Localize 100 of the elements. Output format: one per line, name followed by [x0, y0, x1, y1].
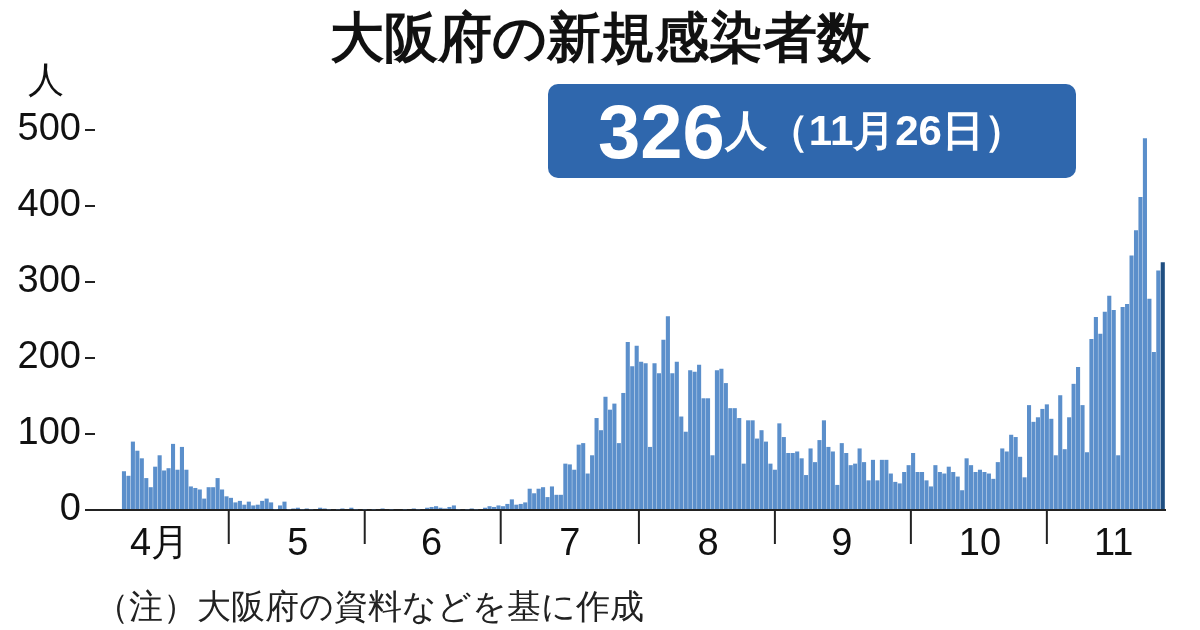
bar — [264, 498, 269, 509]
bar — [532, 493, 537, 509]
bar — [576, 444, 581, 509]
y-tick-label: 500 — [17, 106, 81, 149]
bar — [1009, 434, 1014, 509]
bar — [777, 423, 782, 509]
bar — [986, 473, 991, 509]
y-tick-label: 100 — [17, 410, 81, 453]
bar — [563, 463, 568, 509]
bar — [1026, 405, 1032, 509]
bar — [527, 488, 532, 509]
bar — [795, 451, 800, 509]
bar — [197, 489, 202, 509]
bar — [509, 499, 514, 509]
bar — [857, 448, 862, 509]
x-tick-label: 5 — [287, 521, 309, 564]
bar — [491, 506, 497, 509]
bar — [567, 464, 572, 509]
bar — [237, 500, 242, 509]
x-tick-label: 9 — [831, 521, 853, 564]
bar — [714, 370, 719, 509]
bar — [732, 408, 737, 509]
bar — [594, 418, 599, 509]
bar — [982, 472, 987, 509]
y-tick-label: 0 — [59, 486, 81, 529]
x-tick-label: 10 — [958, 521, 1002, 564]
bar — [977, 469, 983, 509]
bar — [228, 497, 234, 509]
bar — [251, 505, 256, 509]
x-tick-label: 11 — [1094, 521, 1134, 564]
bar — [282, 501, 287, 509]
bar — [536, 488, 541, 509]
bar — [612, 403, 617, 509]
bar — [1076, 367, 1081, 509]
bar — [1040, 408, 1045, 509]
bar — [260, 500, 265, 509]
bar — [919, 472, 925, 509]
bar — [277, 505, 283, 509]
bar — [955, 476, 960, 509]
bar — [1107, 295, 1112, 509]
text: （注）大阪府の資料などを基に作成 — [95, 586, 644, 627]
y-tick-label: 300 — [17, 258, 81, 301]
bar — [634, 345, 639, 509]
bar — [879, 459, 884, 509]
bar — [750, 420, 755, 509]
bar — [1058, 395, 1063, 509]
bar — [933, 465, 938, 509]
x-tick-label: 4月 — [130, 521, 190, 564]
bar — [808, 448, 813, 509]
bar — [674, 361, 679, 509]
bar — [603, 396, 608, 509]
bar — [496, 505, 501, 509]
bar — [830, 451, 835, 509]
bar — [790, 453, 795, 509]
bar — [911, 453, 916, 509]
bar — [487, 506, 492, 509]
bar — [447, 506, 452, 509]
bar — [215, 478, 220, 509]
bar — [121, 471, 127, 509]
bar — [665, 316, 670, 509]
y-tick-label: 400 — [17, 182, 81, 225]
bar — [625, 342, 630, 509]
bar — [839, 443, 844, 509]
bar — [505, 503, 510, 509]
bar — [518, 503, 523, 509]
bar — [1044, 404, 1049, 509]
bar — [643, 363, 648, 509]
bar — [549, 486, 555, 509]
bar — [581, 443, 586, 509]
bar — [964, 458, 969, 509]
bar — [697, 364, 702, 509]
bar — [1160, 262, 1165, 509]
bar — [246, 501, 251, 509]
bar — [1093, 316, 1098, 509]
x-tick-label: 6 — [421, 521, 443, 564]
bar — [821, 420, 826, 509]
bar — [451, 505, 456, 509]
y-axis-title: 人 — [28, 58, 64, 102]
bar — [652, 363, 657, 509]
bar — [870, 459, 876, 509]
bar — [946, 466, 951, 509]
bar — [269, 502, 274, 509]
bar — [233, 502, 238, 509]
bar — [719, 368, 724, 509]
bar — [500, 506, 505, 509]
bar — [1013, 437, 1018, 509]
bar — [1142, 138, 1147, 509]
bar — [179, 446, 184, 509]
bar — [170, 443, 176, 509]
x-tick-label: 7 — [559, 521, 581, 564]
bar — [541, 487, 546, 509]
bar — [688, 370, 693, 509]
bar — [429, 506, 434, 509]
bar — [434, 506, 439, 509]
bar — [759, 430, 764, 509]
bar — [746, 420, 751, 509]
bar — [1156, 270, 1161, 509]
bar — [884, 459, 889, 509]
chart-title: 大阪府の新規感染者数 — [329, 7, 871, 67]
x-tick-label: 8 — [697, 521, 719, 564]
